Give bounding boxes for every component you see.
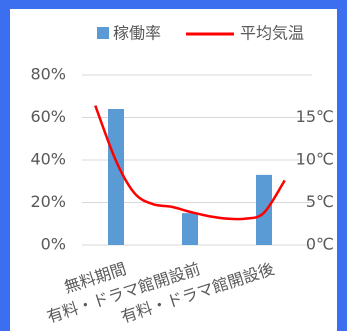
plot-background bbox=[10, 9, 337, 331]
y2-tick-label: 10℃ bbox=[296, 150, 334, 169]
line bbox=[94, 105, 286, 221]
y-tick-label: 0% bbox=[41, 235, 66, 254]
legend-label: 平均気温 bbox=[240, 24, 304, 43]
legend-swatch bbox=[97, 27, 109, 39]
legend-label: 稼働率 bbox=[113, 24, 161, 43]
y-tick-label: 80% bbox=[30, 65, 66, 84]
bar bbox=[256, 174, 272, 245]
bar bbox=[108, 109, 124, 245]
y2-tick-label: 15℃ bbox=[296, 107, 334, 126]
y2-tick-label: 5℃ bbox=[306, 192, 334, 211]
y-tick-label: 40% bbox=[30, 150, 66, 169]
y-tick-label: 20% bbox=[30, 192, 66, 211]
bar bbox=[182, 213, 198, 245]
y2-tick-label: 0℃ bbox=[306, 235, 334, 254]
y-tick-label: 60% bbox=[30, 107, 66, 126]
